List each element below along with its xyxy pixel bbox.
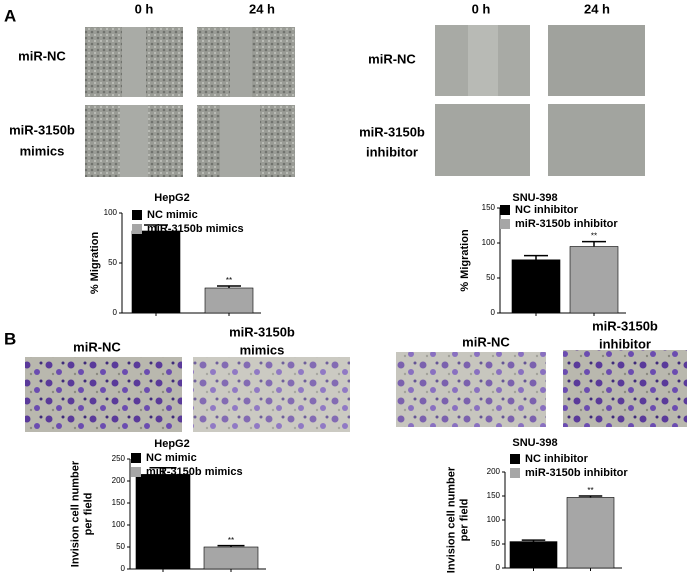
row-label: miR-3150b [9,122,75,137]
images [25,25,687,432]
significance: ** [587,486,593,495]
legend-swatch [131,453,141,463]
wound-gap [122,27,146,97]
y-axis-label: Invision cell number [69,460,81,567]
legend-swatch [510,454,520,464]
wound-gap [230,27,252,97]
micrograph [548,25,645,96]
y-tick-label: 250 [112,454,126,463]
y-tick-label: 100 [104,208,118,217]
y-tick-label: 50 [116,542,125,551]
legend-swatch [131,467,141,477]
chart-title: SNU-398 [512,437,557,449]
column-label: 24 h [584,1,610,16]
column-label: miR-NC [73,339,121,354]
legend-swatch [500,205,510,215]
y-tick-label: 0 [496,563,501,572]
significance: ** [591,232,597,241]
micrograph [563,350,687,427]
column-label: 0 h [472,1,491,16]
bar [509,541,558,569]
column-label: inhibitor [599,336,651,351]
y-tick-label: 100 [112,520,126,529]
micrograph [396,352,546,427]
chart-title: HepG2 [154,192,189,204]
bar [131,230,181,314]
row-label: miR-NC [368,51,416,66]
legend-swatch [510,468,520,478]
error-bar [524,254,548,260]
legend-label: miR-3150b mimics [147,223,244,235]
column-label: miR-3150b [592,318,658,333]
y-tick-label: 150 [487,491,501,500]
chart-title: HepG2 [154,438,189,450]
column-label: mimics [240,342,285,357]
legend-label: NC inhibitor [525,453,589,465]
y-axis-label: % Migration [459,229,471,292]
wound-gap [220,105,260,177]
bar [203,546,259,570]
legend-label: NC mimic [147,209,198,221]
column-label: 0 h [135,1,154,16]
error-bar [149,467,177,475]
micrograph [435,104,530,176]
error-bar [144,224,168,231]
significance: ** [228,536,234,545]
wound-gap [468,25,498,96]
y-tick-label: 100 [487,515,501,524]
y-tick-label: 50 [108,258,117,267]
y-axis-label: % Migration [89,232,101,295]
row-label: miR-3150b [359,124,425,139]
micrograph [193,357,350,432]
y-tick-label: 100 [482,238,496,247]
bar [511,259,561,314]
error-bar [582,240,606,247]
legend-label: miR-3150b inhibitor [515,218,618,230]
legend-swatch [132,210,142,220]
bar [566,497,615,569]
legend-label: miR-3150b mimics [146,466,243,478]
column-label: 24 h [249,1,275,16]
micrograph [25,357,182,432]
error-bar [217,544,245,547]
panel-label: A [4,6,16,25]
y-tick-label: 0 [113,308,118,317]
row-label: mimics [20,143,65,158]
significance: ** [226,276,232,285]
legend-label: NC mimic [146,452,197,464]
micrograph [548,104,645,176]
y-tick-label: 200 [487,467,501,476]
legend-swatch [500,219,510,229]
y-tick-label: 50 [486,273,495,282]
panel-label: B [4,329,16,348]
y-tick-label: 200 [112,476,126,485]
legend-label: miR-3150b inhibitor [525,467,628,479]
y-axis-label: per field [82,493,94,536]
wound-gap [120,105,148,177]
y-tick-label: 0 [491,308,496,317]
row-label: inhibitor [366,144,418,159]
bar [569,246,619,314]
y-tick-label: 50 [491,539,500,548]
error-bar [217,285,241,288]
row-label: miR-NC [18,48,66,63]
chart-title: SNU-398 [512,192,557,204]
y-tick-label: 0 [121,564,126,573]
error-bar [578,495,603,498]
legend-swatch [132,224,142,234]
error-bar [521,539,546,542]
y-axis-label: Invision cell number [445,466,457,573]
column-label: miR-NC [462,334,510,349]
legend-label: NC inhibitor [515,204,579,216]
bar [204,287,254,314]
y-tick-label: 150 [112,498,126,507]
bar [135,474,191,570]
column-label: miR-3150b [229,324,295,339]
y-axis-label: per field [458,499,470,542]
y-tick-label: 150 [482,203,496,212]
